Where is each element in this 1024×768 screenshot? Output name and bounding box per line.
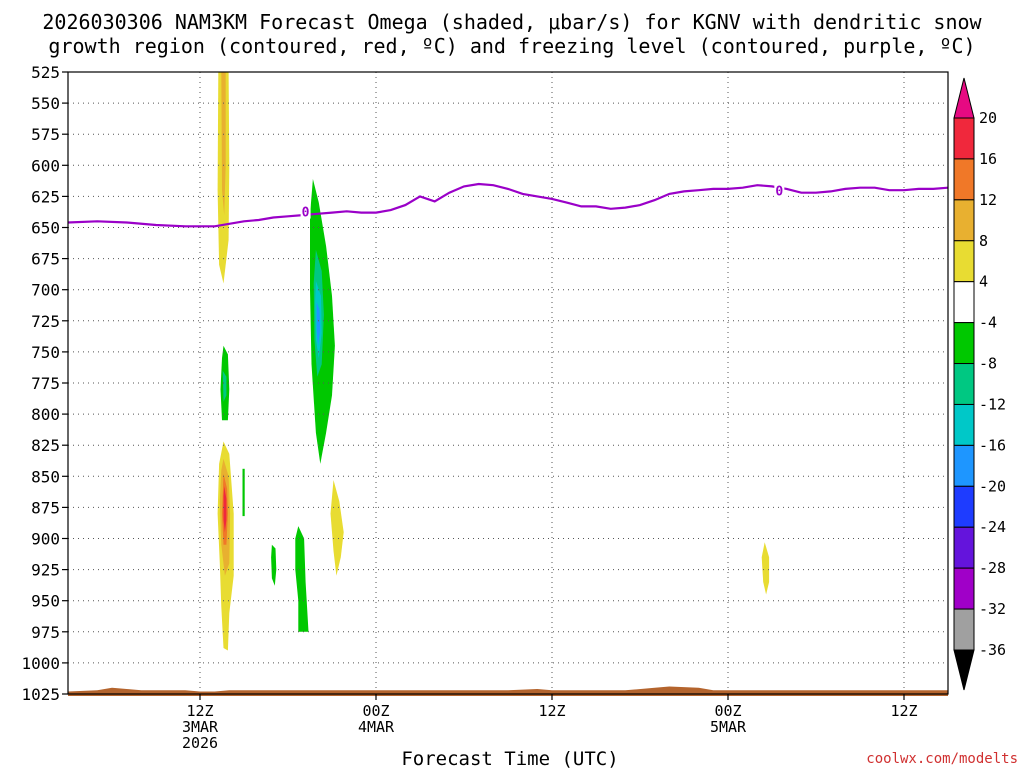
x-tick-label: 12Z: [186, 702, 213, 720]
freezing-label-bg: [300, 204, 311, 219]
colorbar-bin: [953, 403, 975, 446]
y-tick-label: 1025: [21, 685, 60, 704]
y-tick-label: 675: [31, 250, 60, 269]
x-axis-label: Forecast Time (UTC): [401, 748, 618, 768]
colorbar-top-cap: [953, 77, 975, 119]
colorbar-label: 16: [979, 150, 997, 168]
x-tick-label: 00Z: [714, 702, 741, 720]
x-tick-label: 12Z: [890, 702, 917, 720]
colorbar-bin: [953, 608, 975, 651]
x-tick-label: 5MAR: [710, 718, 747, 736]
colorbar-bottom-cap: [953, 649, 975, 691]
colorbar-label: -16: [979, 436, 1006, 454]
freezing-level-label: 0: [775, 184, 783, 199]
freezing-level: 00: [67, 182, 949, 228]
colorbar-label: -28: [979, 559, 1006, 577]
y-tick-label: 600: [31, 156, 60, 175]
colorbar-label: -12: [979, 395, 1006, 413]
omega-region-8: [242, 468, 245, 517]
omega-region-1: [221, 72, 226, 216]
y-tick-label: 575: [31, 125, 60, 144]
y-tick-label: 825: [31, 436, 60, 455]
x-tick-label: 2026: [182, 734, 218, 752]
x-tick-label: 3MAR: [182, 718, 219, 736]
omega-region-15: [330, 480, 344, 576]
omega-region-16: [761, 542, 770, 595]
y-axis: 525 550 575 600 625 650 675 700 725 750 775 800 825 8…: [21, 63, 68, 704]
y-tick-label: 800: [31, 405, 60, 424]
colorbar-label: -24: [979, 518, 1006, 536]
credit-text: coolwx.com/modelts: [866, 751, 1018, 767]
omega-region-12: [316, 302, 321, 346]
colorbar-bin: [953, 444, 975, 487]
freezing-label-bg: [774, 183, 785, 198]
freezing-level-line: [67, 182, 949, 228]
colorbar-label: -32: [979, 600, 1006, 618]
y-tick-label: 925: [31, 561, 60, 580]
y-tick-label: 975: [31, 623, 60, 642]
y-tick-label: 900: [31, 530, 60, 549]
y-tick-label: 750: [31, 343, 60, 362]
freezing-level-label: 0: [302, 206, 310, 221]
y-tick-label: 1000: [21, 654, 60, 673]
chart-title-line1: 2026030306 NAM3KM Forecast Omega (shaded…: [42, 10, 982, 34]
y-tick-label: 950: [31, 592, 60, 611]
colorbar: 20 16 12 8 4 -4 -8 -12 -16 -20 -24 -28 -32 -36: [953, 77, 1006, 691]
colorbar-bin: [953, 567, 975, 610]
colorbar-bin: [953, 281, 975, 324]
colorbar-label: -20: [979, 477, 1006, 495]
colorbar-bin: [953, 485, 975, 528]
colorbar-label: 8: [979, 232, 988, 250]
colorbar-bin: [953, 240, 975, 283]
colorbar-label: -4: [979, 314, 997, 332]
x-tick-label: 12Z: [538, 702, 565, 720]
x-tick-label: 00Z: [362, 702, 389, 720]
y-tick-label: 725: [31, 312, 60, 331]
colorbar-bin: [953, 322, 975, 365]
y-tick-label: 625: [31, 187, 60, 206]
colorbar-label: 12: [979, 191, 997, 209]
omega-region-14: [295, 526, 309, 632]
y-tick-label: 550: [31, 94, 60, 113]
colorbar-bin: [953, 199, 975, 242]
y-tick-label: 775: [31, 374, 60, 393]
colorbar-label: 20: [979, 109, 997, 127]
chart-title-line2: growth region (contoured, red, ºC) and f…: [48, 34, 975, 58]
x-tick-label: 4MAR: [358, 718, 395, 736]
colorbar-label: -8: [979, 355, 997, 373]
grid-lines: [68, 71, 948, 695]
y-tick-label: 650: [31, 219, 60, 238]
colorbar-bin: [953, 363, 975, 405]
omega-shading: [217, 72, 770, 651]
colorbar-label: 4: [979, 273, 988, 291]
y-tick-label: 875: [31, 498, 60, 517]
colorbar-bin: [953, 117, 975, 160]
plot-area: 00: [67, 71, 949, 696]
y-tick-label: 525: [31, 63, 60, 82]
y-tick-label: 700: [31, 281, 60, 300]
omega-region-13: [271, 544, 277, 586]
y-tick-label: 850: [31, 467, 60, 486]
colorbar-label: -36: [979, 641, 1006, 659]
omega-region-7: [222, 370, 227, 402]
omega-region-5: [223, 486, 227, 533]
colorbar-bin: [953, 526, 975, 569]
colorbar-bin: [953, 158, 975, 201]
